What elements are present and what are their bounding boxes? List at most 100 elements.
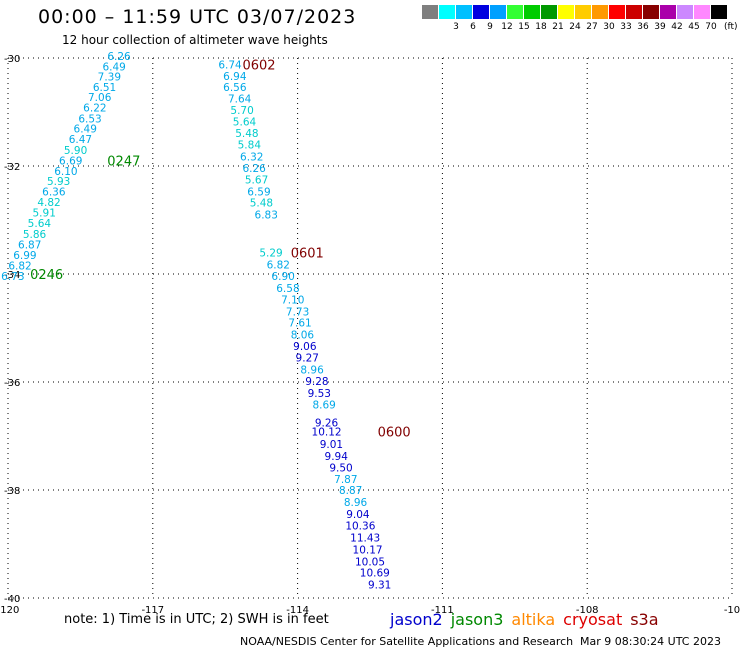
wave-height-value: 9.53 [308,388,331,400]
satellite-cryosat: cryosat [563,610,623,629]
wave-height-value: 6.73 [1,271,24,283]
wave-height-value: 7.87 [334,474,357,486]
legend-swatch [694,5,710,19]
wave-height-value: 5.67 [245,175,268,187]
wave-height-value: 6.59 [247,186,270,198]
wave-height-value: 6.47 [69,134,92,146]
legend-label: 21 [552,22,564,32]
wave-height-value: 9.01 [320,439,343,451]
wave-height-value: 8.06 [291,329,315,341]
footer-note: note: 1) Time is in UTC; 2) SWH is in fe… [64,612,329,627]
wave-height-value: 9.94 [325,451,349,463]
wave-height-value: 10.12 [312,427,342,439]
wave-height-value: 6.26 [107,51,131,63]
wave-height-value: 7.06 [88,92,112,104]
wave-height-value: 10.36 [345,521,375,533]
wave-height-value: 5.64 [233,117,257,129]
lon-tick-label: -120 [0,605,19,616]
legend-swatch [711,5,727,19]
legend-swatch [643,5,659,19]
wave-height-value: 8.87 [339,485,362,497]
wave-height-value: 6.36 [42,186,66,198]
wave-height-value: 5.29 [259,247,282,259]
wave-height-value: 5.70 [230,105,253,117]
legend-swatch [558,5,574,19]
legend-swatch [660,5,676,19]
satellite-jason2: jason2 [390,610,443,629]
wave-height-value: 6.90 [271,271,294,283]
wave-height-value: 6.69 [59,156,82,168]
wave-height-value: 5.84 [238,139,262,151]
wave-height-value: 11.43 [350,533,380,545]
wave-height-value: 9.31 [368,580,391,592]
wave-height-value: 8.96 [300,365,324,377]
legend-swatch [524,5,540,19]
satellite-s3a: s3a [630,610,659,629]
wave-height-value: 5.48 [250,198,273,210]
legend-swatch [609,5,625,19]
wave-height-value: 7.64 [228,94,252,106]
wave-height-value: 6.74 [218,59,242,71]
legend-label: 6 [470,22,476,32]
legend-swatch [541,5,557,19]
legend-label: 15 [518,22,530,32]
wave-height-value: 5.90 [64,145,87,157]
footer-credit: NOAA/NESDIS Center for Satellite Applica… [240,635,574,648]
wave-height-value: 9.28 [305,376,328,388]
lat-tick-label: -38 [4,486,20,497]
lat-tick-label: -40 [4,594,20,605]
wave-height-value: 6.10 [54,166,77,178]
legend-label: 42 [671,22,683,32]
legend-swatch [473,5,489,19]
wave-height-value: 6.26 [242,163,266,175]
wave-height-value: 6.49 [102,62,125,74]
wave-height-value: 7.61 [288,318,311,330]
page-subtitle: 12 hour collection of altimeter wave hei… [62,33,328,47]
lat-tick-label: -32 [4,162,20,173]
wave-height-value: 6.56 [223,82,247,94]
legend-swatch [422,5,438,19]
pass-time-label: 0246 [30,268,63,283]
wave-height-value: 4.82 [37,197,60,209]
wave-height-value: 10.69 [360,568,390,580]
wave-height-value: 7.10 [281,294,304,306]
legend-label: 9 [487,22,493,32]
wave-height-value: 9.26 [315,418,339,430]
wave-height-value: 5.93 [47,176,70,188]
lon-tick-label: -111 [431,605,454,616]
legend-unit: (ft) [724,22,738,32]
wave-height-value: 6.99 [13,250,36,262]
lon-tick-label: -10 [724,605,740,616]
wave-height-value: 6.87 [18,239,41,251]
legend-label: 36 [637,22,649,32]
legend-swatch [456,5,472,19]
legend-label: 33 [620,22,632,32]
footer-timestamp: Mar 9 08:30:24 UTC 2023 [580,635,721,648]
legend-label: 45 [688,22,700,32]
wave-height-value: 9.04 [346,509,370,521]
wave-height-value: 6.32 [240,151,263,163]
legend-label: 24 [569,22,581,32]
lon-tick-label: -117 [141,605,164,616]
page-title: 00:00 – 11:59 UTC 03/07/2023 [38,6,357,28]
wave-height-value: 9.06 [293,341,317,353]
wave-height-value: 6.82 [8,260,31,272]
legend-swatch [439,5,455,19]
wave-height-value: 6.83 [255,210,278,222]
wave-height-value: 6.22 [83,103,106,115]
wave-height-value: 7.73 [286,306,309,318]
wave-height-value: 6.58 [276,283,299,295]
lon-tick-label: -108 [576,605,599,616]
wave-height-value: 10.17 [353,544,383,556]
lat-tick-label: -36 [4,378,20,389]
wave-height-value: 6.49 [74,124,97,136]
lat-tick-label: -34 [4,270,20,281]
wave-height-value: 10.05 [355,556,385,568]
legend-label: 70 [705,22,717,32]
wave-height-value: 6.51 [93,82,116,94]
wave-height-value: 5.64 [28,218,52,230]
wave-height-value: 6.53 [78,113,101,125]
legend-swatch [507,5,523,19]
wave-height-value: 9.27 [296,353,319,365]
